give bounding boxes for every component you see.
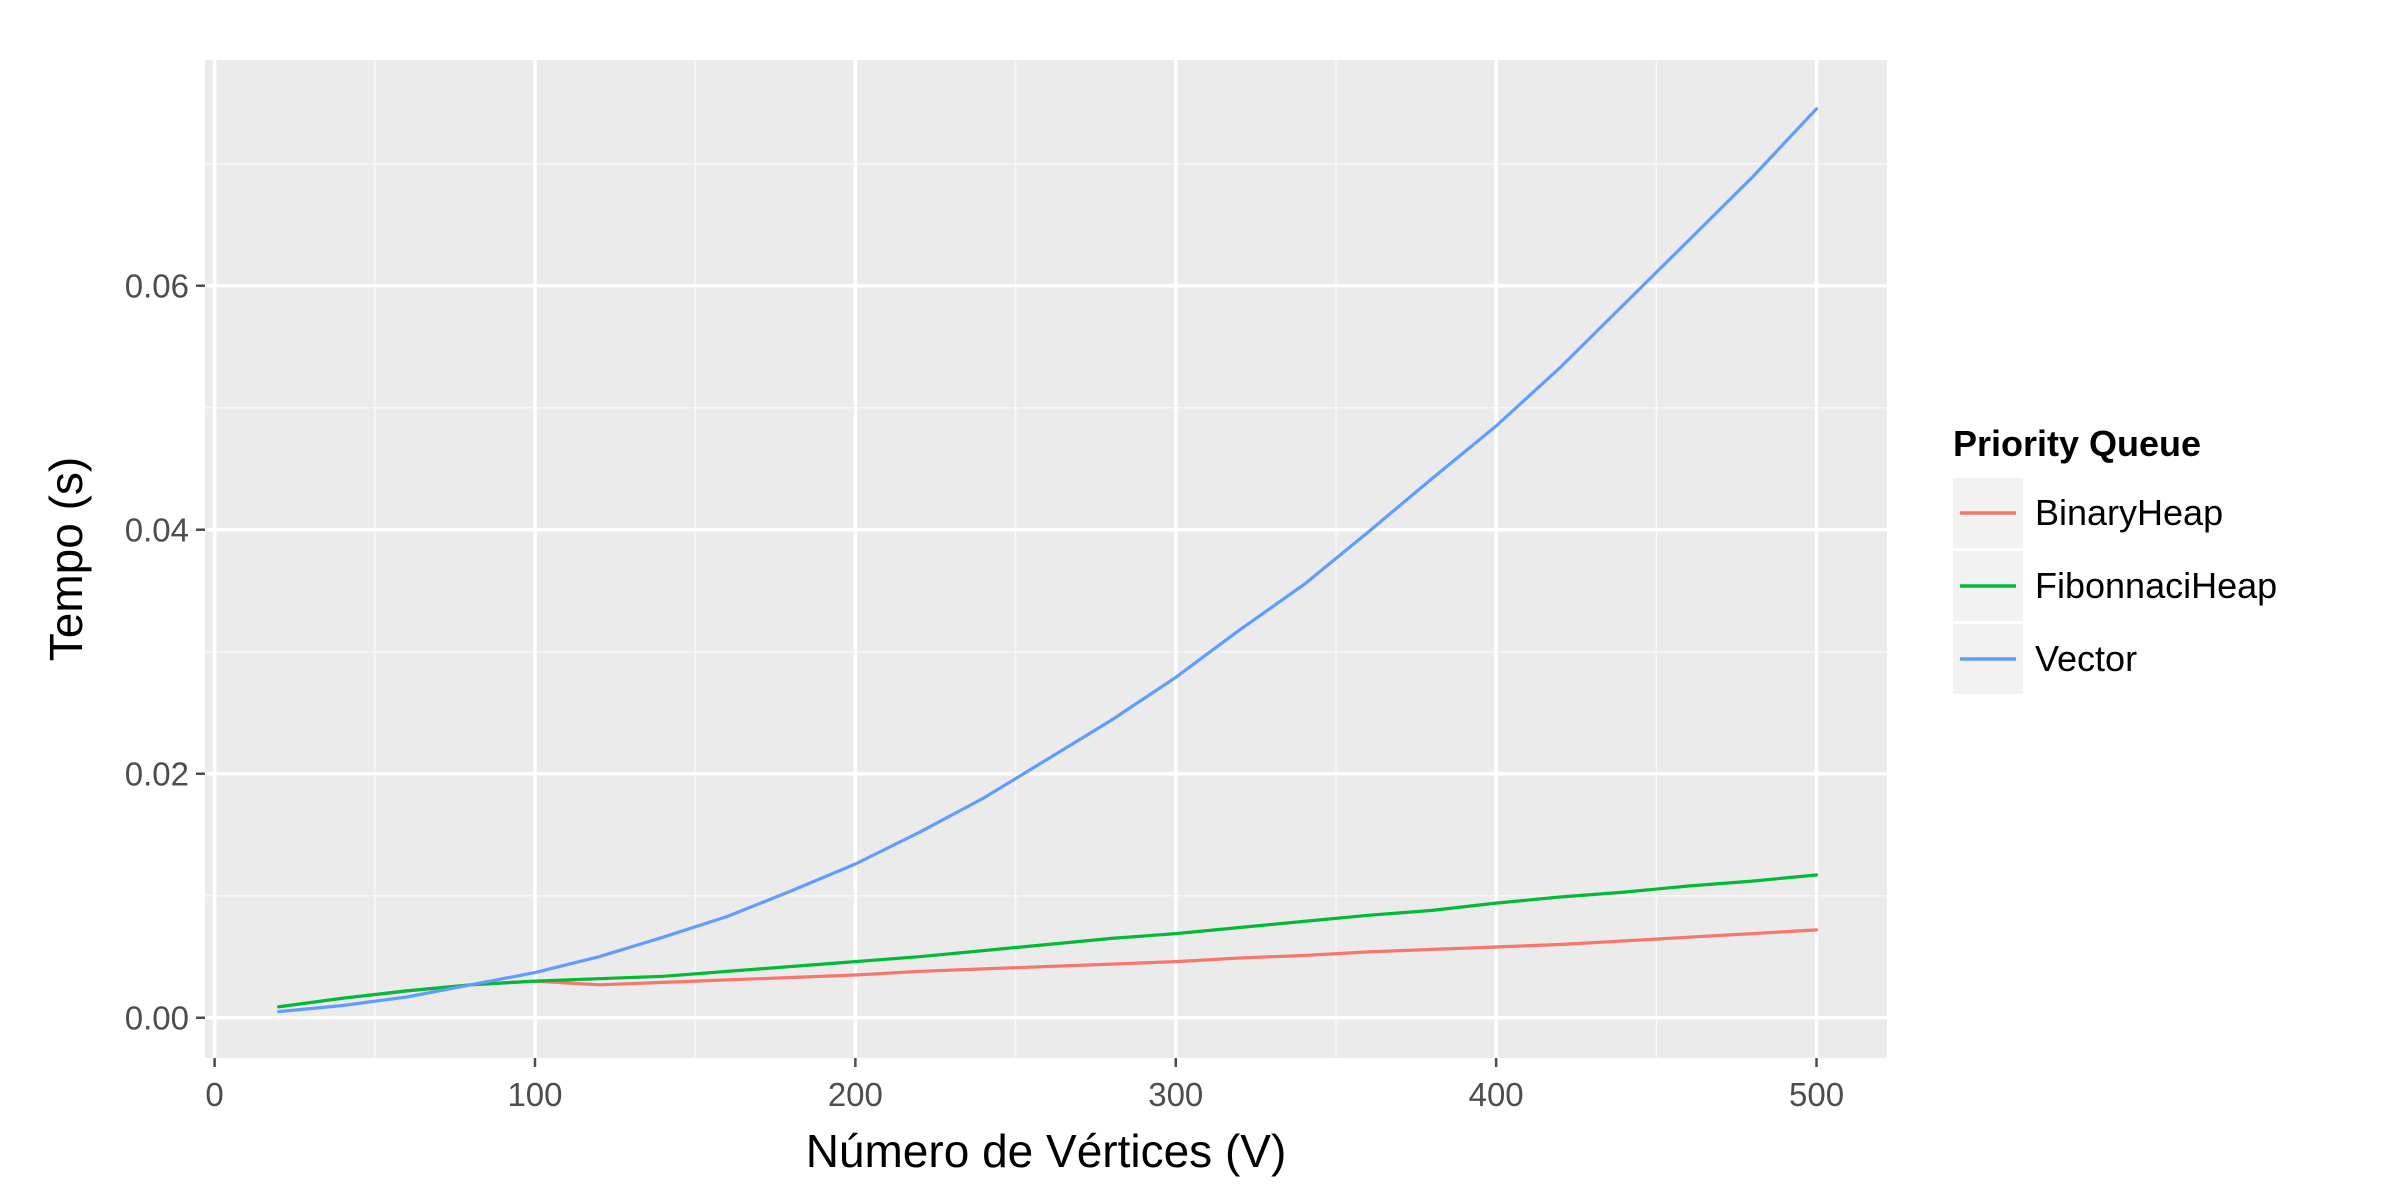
major-gridlines (205, 60, 1887, 1058)
y-tick-label: 0.06 (125, 268, 189, 305)
series-lines (277, 107, 1819, 1014)
legend: Priority Queue BinaryHeap FibonnaciHeap Ve… (1953, 423, 2277, 694)
legend-label-vector: Vector (2035, 638, 2137, 679)
x-axis-title: Número de Vértices (V) (806, 1125, 1287, 1177)
y-axis-title: Tempo (s) (40, 457, 92, 661)
y-tick-label: 0.02 (125, 756, 189, 793)
minor-gridlines (205, 60, 1887, 1058)
series-line-vector (277, 107, 1819, 1014)
legend-title: Priority Queue (1953, 423, 2201, 464)
series-line-fibonnaciheap (277, 873, 1819, 1009)
x-tick-label: 0 (205, 1076, 223, 1113)
x-tick-label: 200 (828, 1076, 883, 1113)
x-tick-label: 100 (507, 1076, 562, 1113)
y-axis: 0.00 0.02 0.04 0.06 (125, 268, 205, 1037)
y-tick-label: 0.04 (125, 512, 189, 549)
legend-label-fibonnaciheap: FibonnaciHeap (2035, 565, 2277, 606)
legend-label-binaryheap: BinaryHeap (2035, 492, 2223, 533)
y-tick-label: 0.00 (125, 1000, 189, 1037)
x-tick-label: 500 (1789, 1076, 1844, 1113)
x-tick-label: 300 (1148, 1076, 1203, 1113)
x-axis: 0 100 200 300 400 500 (205, 1058, 1844, 1113)
plot-panel (205, 60, 1887, 1058)
x-tick-label: 400 (1469, 1076, 1524, 1113)
